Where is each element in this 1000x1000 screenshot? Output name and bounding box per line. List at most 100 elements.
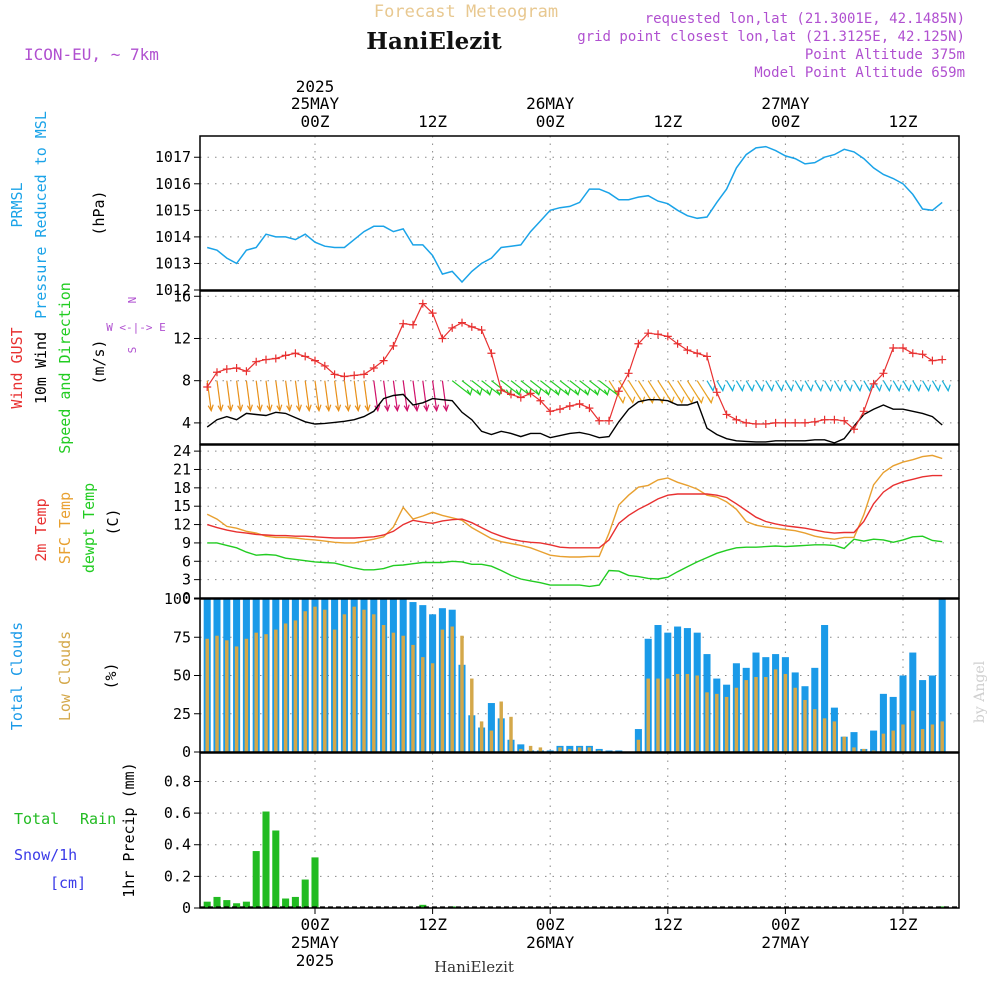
- wind-arrow-head: [619, 396, 626, 405]
- gust-marker: [320, 361, 329, 370]
- low-cloud-bar: [930, 724, 935, 752]
- top-time-label: 00Z: [536, 112, 565, 131]
- t2m-label: 2m Temp: [32, 498, 50, 561]
- y-tick-label: 1015: [155, 201, 191, 219]
- wind-direction-arrow: [245, 380, 251, 411]
- low-cloud-bar: [430, 663, 435, 752]
- dewpt-label: dewpt Temp: [80, 483, 98, 573]
- low-cloud-bar: [734, 687, 739, 752]
- wind-direction-arrow: [324, 380, 330, 411]
- y-tick-label: 0: [182, 743, 191, 761]
- rain-bar: [262, 811, 270, 908]
- wind-direction-arrow: [451, 380, 471, 396]
- low-cloud-bar: [274, 629, 278, 752]
- top-time-label: 00Z: [771, 112, 800, 131]
- bottom-time-label: 27MAY: [761, 933, 810, 952]
- gust-marker: [418, 299, 427, 308]
- wind-arrow-head: [846, 384, 853, 393]
- wind-arrow-head: [374, 404, 381, 413]
- low-cloud-bar: [577, 747, 582, 752]
- snow-label: Snow/1h: [14, 846, 77, 864]
- low-cloud-bar: [332, 629, 337, 752]
- wind-panel: 4 8 12 16 Wind GUST 10m Wind Speed and Directi…: [8, 282, 960, 454]
- low-cloud-bar: [715, 693, 719, 752]
- gust-marker: [330, 370, 339, 379]
- low-cloud-bar: [852, 747, 856, 752]
- snow-unit-label: [cm]: [50, 874, 86, 892]
- wind-arrow-head: [515, 388, 522, 397]
- wind-arrow-head: [266, 404, 273, 413]
- gust-marker: [350, 371, 359, 380]
- low-cloud-bar: [597, 750, 601, 752]
- wind-direction-arrow: [589, 380, 608, 396]
- total-cloud-bar: [909, 652, 917, 752]
- wind-direction-arrow: [471, 380, 491, 396]
- gust-marker: [311, 356, 319, 365]
- wind-direction-arrow: [579, 380, 598, 396]
- gust-marker: [673, 339, 682, 348]
- wind-arrow-head: [535, 388, 542, 397]
- gust-marker: [458, 318, 466, 327]
- wind-arrow-head: [758, 384, 765, 393]
- gust-marker: [634, 339, 643, 348]
- low-cloud-bar: [940, 721, 944, 752]
- low-cloud-bar: [656, 678, 660, 752]
- wind-arrow-head: [748, 384, 755, 393]
- wind-arrow-head: [885, 384, 892, 393]
- wind-arrow-head: [729, 384, 736, 393]
- wind-arrow-head: [413, 404, 420, 413]
- y-tick-label: 50: [173, 667, 191, 685]
- t2m-line: [206, 474, 943, 549]
- gust-marker: [546, 407, 555, 416]
- wind-arrow-head: [768, 384, 775, 393]
- wind-arrow-head: [594, 388, 601, 397]
- bottom-time-label: 26MAY: [526, 933, 575, 952]
- bottom-time-label: 00Z: [536, 915, 565, 934]
- y-tick-label: 24: [173, 442, 191, 460]
- wind-arrow-head: [364, 404, 371, 413]
- wind-direction-arrow: [294, 380, 300, 411]
- gust-marker: [507, 390, 515, 399]
- wind-direction-arrow: [353, 380, 359, 411]
- y-tick-label: 1012: [155, 281, 191, 299]
- gust-marker: [301, 352, 310, 361]
- rain-bar: [301, 879, 309, 908]
- gust-marker: [565, 402, 574, 411]
- point-altitude: Point Altitude 375m: [805, 47, 965, 63]
- total-cloud-bar: [850, 732, 858, 752]
- low-cloud-bar: [891, 730, 895, 752]
- wind-direction-arrow: [510, 380, 530, 396]
- gust-marker: [889, 343, 898, 352]
- rain-bar: [242, 901, 250, 908]
- rain-bar: [282, 898, 290, 908]
- low-cloud-bar: [538, 747, 543, 752]
- gust-marker: [262, 355, 270, 364]
- gust-marker: [840, 416, 849, 425]
- wind-arrow-head: [354, 404, 361, 413]
- low-cloud-bar: [421, 657, 425, 752]
- wind-arrow-head: [564, 388, 571, 397]
- wind-arrow-head: [827, 384, 834, 393]
- y-tick-label: 9: [182, 534, 191, 552]
- wind-direction-arrow: [314, 380, 320, 411]
- wind-arrow-head: [697, 396, 704, 405]
- wind-arrow-head: [895, 384, 902, 393]
- footer-location: HaniElezit: [434, 958, 514, 976]
- low-cloud-bar: [528, 745, 533, 752]
- wind-arrow-head: [207, 404, 214, 413]
- gust-marker: [487, 349, 496, 358]
- low-cloud-bar: [479, 721, 484, 752]
- rain-bar: [311, 857, 319, 908]
- low-cloud-bar: [519, 748, 523, 752]
- wind-arrow-head: [856, 384, 863, 393]
- dewpt-line: [207, 535, 943, 588]
- sfc-temp-line: [206, 454, 943, 558]
- low-cloud-bar: [813, 709, 817, 752]
- gust-marker: [683, 346, 692, 355]
- top-time-label: 26MAY: [526, 94, 575, 113]
- low-cloud-bar: [391, 632, 396, 752]
- wind-direction-arrow: [549, 380, 569, 396]
- wind-arrow-head: [295, 404, 302, 413]
- wind-direction-arrow: [343, 380, 349, 411]
